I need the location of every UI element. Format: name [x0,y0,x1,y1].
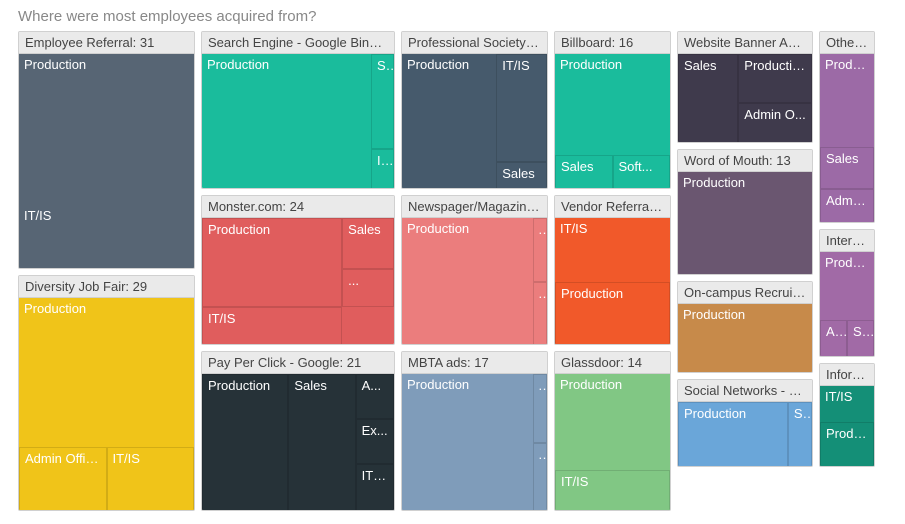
tile-cell[interactable]: Admin O... [738,103,812,143]
treemap-tile[interactable]: Professional Society: 19ProductionIT/ISS… [401,31,548,189]
tile-header: Glassdoor: 14 [555,352,670,374]
page-title: Where were most employees acquired from? [0,0,905,31]
tile-cell[interactable]: Admin ... [820,189,874,223]
tile-cell[interactable]: S... [788,402,812,467]
tile-cell[interactable]: Production [738,54,812,103]
treemap-tile[interactable]: Newspager/Magazine: 18Production...... [401,195,548,345]
tile-header: On-campus Recruitin... [678,282,812,304]
tile-cell[interactable]: A... [356,374,394,419]
tile-cell[interactable]: Sales [496,162,547,189]
tile-cell[interactable]: ... [342,269,394,307]
tile-cell[interactable]: Production [402,54,496,189]
tile-cell[interactable]: Sales [555,155,613,189]
treemap-tile[interactable]: Social Networks - Fa...ProductionS... [677,379,813,467]
tile-cell[interactable]: IT/IS [356,464,394,511]
tile-cell[interactable]: Ex... [356,419,394,464]
tile-cell[interactable]: IT/IS [19,205,194,270]
treemap-tile[interactable]: Vendor Referral: 15IT/ISProduction [554,195,671,345]
tile-cell[interactable]: Production [202,54,371,149]
tile-cell[interactable]: Production [678,402,788,467]
tile-header: Employee Referral: 31 [19,32,194,54]
tile-cell[interactable]: ... [533,218,548,282]
tile-cell[interactable]: Production [19,298,194,447]
tile-cell[interactable]: ... [533,282,548,346]
tile-cell[interactable]: IT/IS [555,470,670,511]
tile-cell[interactable]: A... [820,320,847,357]
tile-cell[interactable]: ... [533,374,548,443]
tile-cell[interactable]: Sales [820,147,874,189]
tile-cell[interactable]: Produc... [820,252,874,320]
treemap-tile[interactable]: Employee Referral: 31ProductionIT/IS [18,31,195,269]
treemap-tile[interactable]: Other: 9Produc...SalesAdmin ... [819,31,875,223]
tile-cell[interactable]: Sales [288,374,355,511]
treemap-tile[interactable]: MBTA ads: 17Production...... [401,351,548,511]
treemap-tile[interactable]: Billboard: 16ProductionSalesSoft... [554,31,671,189]
tile-cell[interactable]: ... [533,443,548,512]
tile-cell[interactable]: Production [678,304,812,373]
treemap-tile[interactable]: Monster.com: 24ProductionSales...IT/IS [201,195,395,345]
tile-cell[interactable]: Production [402,374,533,511]
tile-cell[interactable]: Production [19,54,194,205]
tile-header: Vendor Referral: 15 [555,196,670,218]
tile-header: Intern... [820,230,874,252]
tile-cell[interactable]: Production [555,54,670,155]
tile-cell[interactable]: Sales [342,218,394,269]
treemap-tile[interactable]: Inform...IT/ISProduc... [819,363,875,467]
tile-header: Pay Per Click - Google: 21 [202,352,394,374]
treemap-chart: Employee Referral: 31ProductionIT/ISDive… [18,31,893,511]
tile-header: Social Networks - Fa... [678,380,812,402]
tile-header: Search Engine - Google Bing Yah... [202,32,394,54]
tile-cell[interactable]: Sales [678,54,738,143]
tile-cell[interactable]: IT/IS [820,386,874,422]
tile-cell[interactable]: Production [202,374,288,511]
tile-cell[interactable]: Production [402,218,533,345]
tile-cell[interactable]: Admin Offices [19,447,107,511]
tile-cell[interactable]: Sa... [847,320,874,357]
treemap-tile[interactable]: On-campus Recruitin...Production [677,281,813,373]
tile-cell[interactable]: IT... [371,149,394,190]
tile-header: Website Banner Ads:... [678,32,812,54]
treemap-tile[interactable]: Diversity Job Fair: 29ProductionAdmin Of… [18,275,195,511]
tile-cell[interactable]: Produc... [820,54,874,147]
tile-cell[interactable]: S... [371,54,394,149]
tile-header: Diversity Job Fair: 29 [19,276,194,298]
tile-header: Monster.com: 24 [202,196,394,218]
treemap-tile[interactable]: Intern...Produc...A...Sa... [819,229,875,357]
treemap-tile[interactable]: Search Engine - Google Bing Yah...Produc… [201,31,395,189]
tile-cell[interactable]: Production [555,374,670,470]
tile-cell[interactable]: Produc... [820,422,874,467]
tile-header: Professional Society: 19 [402,32,547,54]
tile-header: Newspager/Magazine: 18 [402,196,547,218]
tile-header: Billboard: 16 [555,32,670,54]
tile-cell[interactable]: IT/IS [496,54,547,162]
treemap-tile[interactable]: Pay Per Click - Google: 21ProductionSale… [201,351,395,511]
tile-header: Word of Mouth: 13 [678,150,812,172]
treemap-tile[interactable]: Glassdoor: 14ProductionIT/IS [554,351,671,511]
tile-cell[interactable]: Production [202,218,342,307]
tile-cell[interactable]: IT/IS [107,447,195,511]
treemap-tile[interactable]: Website Banner Ads:...SalesProductionAdm… [677,31,813,143]
tile-cell[interactable]: IT/IS [202,307,342,345]
tile-header: MBTA ads: 17 [402,352,547,374]
tile-cell[interactable]: Soft... [613,155,671,189]
tile-cell[interactable]: Production [678,172,812,275]
tile-header: Inform... [820,364,874,386]
tile-cell[interactable]: IT/IS [555,218,670,282]
treemap-tile[interactable]: Word of Mouth: 13Production [677,149,813,275]
tile-header: Other: 9 [820,32,874,54]
tile-cell[interactable]: Production [555,282,670,346]
